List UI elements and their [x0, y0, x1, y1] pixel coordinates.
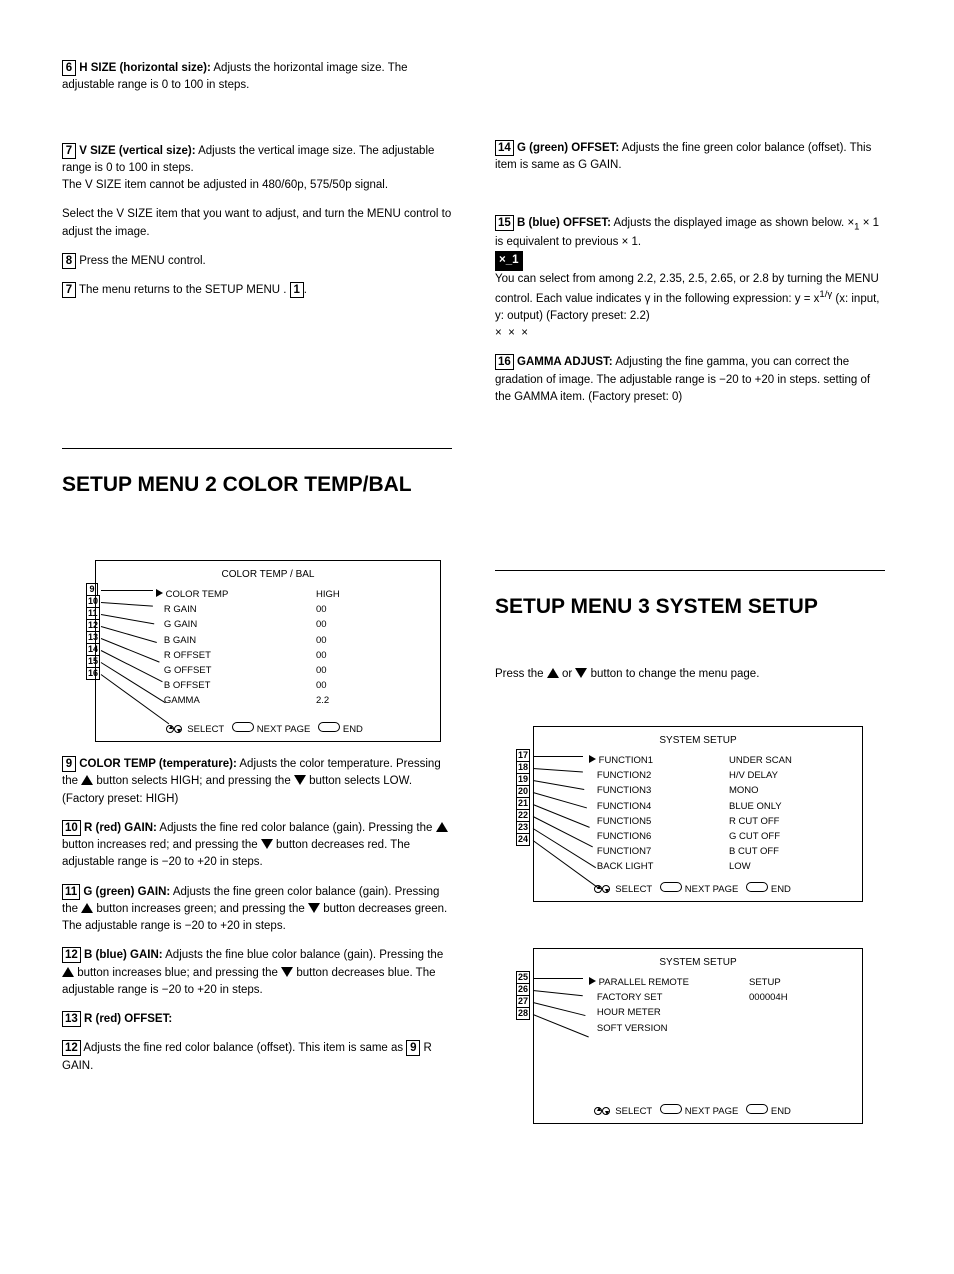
ref-1: 1 — [290, 282, 304, 298]
item-6: 6 H SIZE (horizontal size): Adjusts the … — [62, 60, 452, 95]
up-icon — [81, 903, 93, 913]
screen-1-title: COLOR TEMP / BAL — [96, 569, 440, 580]
left-column-lower: 9 COLOR TEMP (temperature): Adjusts the … — [62, 756, 452, 1087]
instr-a: Select the V SIZE item that you want to … — [62, 206, 452, 241]
right-column: 14 G (green) OFFSET: Adjusts the fine gr… — [495, 140, 885, 418]
item-6-title: H SIZE (horizontal size): — [79, 62, 211, 74]
key-up-icon — [166, 725, 174, 733]
item-7-body2: The V SIZE item cannot be adjusted in 48… — [62, 179, 388, 191]
num-8: 8 — [62, 253, 76, 269]
item-9: 9 COLOR TEMP (temperature): Adjusts the … — [62, 756, 452, 808]
screen-1-bottom: SELECT NEXT PAGE END — [166, 722, 363, 735]
down-icon — [575, 668, 587, 678]
cursor-icon — [589, 755, 596, 763]
item-7-title: V SIZE (vertical size): — [79, 145, 195, 157]
rule-left — [62, 448, 452, 449]
num-6: 6 — [62, 60, 76, 76]
manual-page: 6 H SIZE (horizontal size): Adjusts the … — [0, 0, 954, 1274]
item-10: 10 R (red) GAIN: Adjusts the fine red co… — [62, 820, 452, 872]
x1-box: ×_1 — [495, 251, 523, 270]
item-12: 12 B (blue) GAIN: Adjusts the fine blue … — [62, 947, 452, 999]
up-icon — [81, 775, 93, 785]
item-13: 13 R (red) OFFSET: — [62, 1011, 452, 1028]
screen-1-vals: HIGH 00 00 00 00 00 00 2.2 — [316, 587, 340, 709]
rule-right — [495, 570, 885, 571]
item-15: 15 B (blue) OFFSET: Adjusts the displaye… — [495, 215, 885, 343]
item-7: 7 V SIZE (vertical size): Adjusts the ve… — [62, 143, 452, 195]
pill-icon — [232, 722, 254, 732]
down-icon — [281, 967, 293, 977]
screen-2-labels: 17 18 19 20 21 22 23 24 — [516, 749, 530, 845]
screen-1-labels: 9 10 11 12 13 14 15 16 — [86, 583, 100, 679]
cursor-icon — [156, 589, 163, 597]
screen-1-menu: COLOR TEMP R GAIN G GAIN B GAIN R OFFSET… — [156, 587, 228, 709]
up-icon — [62, 967, 74, 977]
key-down-icon — [174, 725, 182, 733]
up-icon — [436, 822, 448, 832]
heading-left: SETUP MENU 2 COLOR TEMP/BAL — [62, 472, 412, 498]
heading-right: SETUP MENU 3 SYSTEM SETUP — [495, 594, 818, 620]
num-7: 7 — [62, 143, 76, 159]
down-icon — [261, 839, 273, 849]
screen-3-labels: 25 26 27 28 — [516, 971, 530, 1019]
screen-1: COLOR TEMP / BAL COLOR TEMP R GAIN G GAI… — [95, 560, 441, 742]
item-11: 11 G (green) GAIN: Adjusts the fine gree… — [62, 884, 452, 936]
item-12-offset: 12 Adjusts the fine red color balance (o… — [62, 1040, 452, 1075]
left-column: 6 H SIZE (horizontal size): Adjusts the … — [62, 60, 452, 311]
down-icon — [308, 903, 320, 913]
up-icon — [547, 668, 559, 678]
item-16: 16 GAMMA ADJUST: Adjusting the fine gamm… — [495, 354, 885, 406]
down-icon — [294, 775, 306, 785]
item-8: 8 Press the MENU control. — [62, 253, 452, 270]
key-up-icon — [594, 1107, 602, 1115]
key-down-icon — [602, 1107, 610, 1115]
under-heading: Press the or button to change the menu p… — [495, 666, 885, 683]
num-7b: 7 — [62, 282, 76, 298]
item-14: 14 G (green) OFFSET: Adjusts the fine gr… — [495, 140, 885, 175]
screen-3: SYSTEM SETUP PARALLEL REMOTE FACTORY SET… — [533, 948, 863, 1124]
key-down-icon — [602, 885, 610, 893]
pill-icon — [318, 722, 340, 732]
cursor-icon — [589, 977, 596, 985]
item-7-return: 7 The menu returns to the SETUP MENU . 1… — [62, 282, 452, 299]
